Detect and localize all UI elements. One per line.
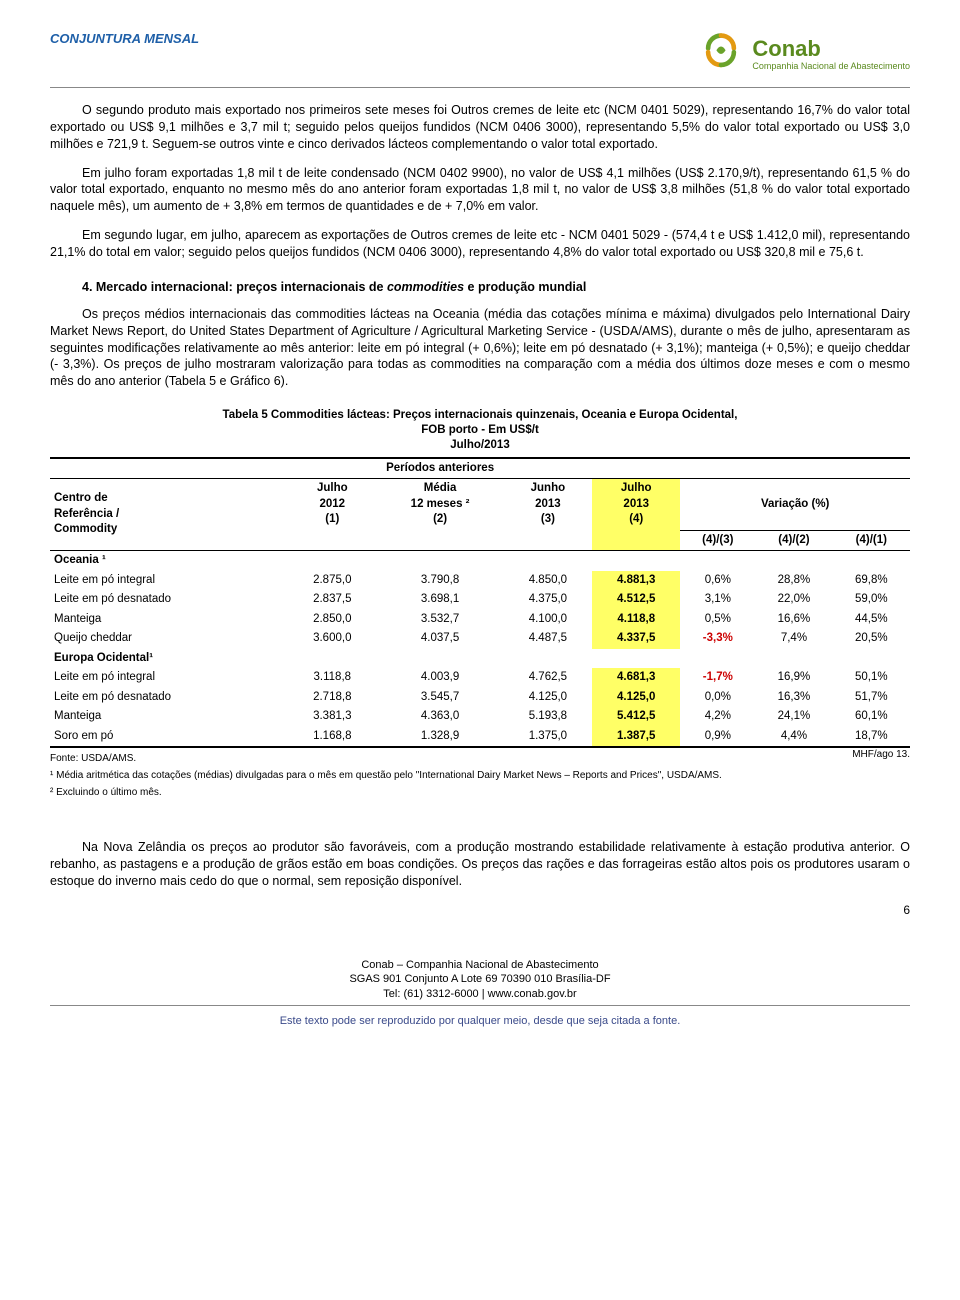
page-number: 6 <box>50 902 910 918</box>
table-row: Manteiga 3.381,3 4.363,0 5.193,8 5.412,5… <box>50 707 910 727</box>
col-v2: (4)/(2) <box>755 530 832 551</box>
footer-line-1: Conab – Companhia Nacional de Abastecime… <box>50 958 910 972</box>
table-source: Fonte: USDA/AMS. <box>50 752 136 765</box>
col-center: Centro deReferência /Commodity <box>50 479 288 551</box>
logo-text: Conab Companhia Nacional de Abasteciment… <box>752 38 910 72</box>
table-row: Manteiga 2.850,0 3.532,7 4.100,0 4.118,8… <box>50 610 910 630</box>
col-v1: (4)/(3) <box>680 530 755 551</box>
paragraph-1: O segundo produto mais exportado nos pri… <box>50 102 910 153</box>
table-title: Tabela 5 Commodities lácteas: Preços int… <box>50 408 910 453</box>
paragraph-5: Na Nova Zelândia os preços ao produtor s… <box>50 839 910 890</box>
footnote-2: ² Excluindo o último mês. <box>50 786 910 799</box>
table-title-l3: Julho/2013 <box>450 439 509 451</box>
logo-subtitle: Companhia Nacional de Abastecimento <box>752 60 910 72</box>
paragraph-4: Os preços médios internacionais das comm… <box>50 306 910 390</box>
table-title-l2: FOB porto - Em US$/t <box>421 424 539 436</box>
table-row: Leite em pó desnatado 2.837,5 3.698,1 4.… <box>50 590 910 610</box>
page-container: CONJUNTURA MENSAL Conab Companhia Nacion… <box>0 0 960 1049</box>
table-source-row: Fonte: USDA/AMS. MHF/ago 13. <box>50 748 910 765</box>
logo: Conab Companhia Nacional de Abasteciment… <box>698 30 910 81</box>
footer-line-2: SGAS 901 Conjunto A Lote 69 70390 010 Br… <box>50 972 910 986</box>
heading-text-a: 4. Mercado internacional: preços interna… <box>82 280 387 294</box>
section-heading-4: 4. Mercado internacional: preços interna… <box>50 279 910 296</box>
data-table: Períodos anteriores Centro deReferência … <box>50 457 910 748</box>
footer: Conab – Companhia Nacional de Abastecime… <box>50 958 910 1001</box>
table-title-l1: Tabela 5 Commodities lácteas: Preços int… <box>223 409 738 421</box>
paragraph-3: Em segundo lugar, em julho, aparecem as … <box>50 227 910 261</box>
reproduce-notice: Este texto pode ser reproduzido por qual… <box>50 1014 910 1029</box>
table-author: MHF/ago 13. <box>852 748 910 765</box>
footer-divider <box>50 1005 910 1006</box>
col-variation: Variação (%) <box>680 479 910 530</box>
footnote-1: ¹ Média aritmética das cotações (médias)… <box>50 769 910 782</box>
col-jun13: Junho2013(3) <box>504 479 592 530</box>
group-oceania: Oceania ¹ <box>50 551 910 571</box>
table-row: Leite em pó desnatado 2.718,8 3.545,7 4.… <box>50 688 910 708</box>
footer-line-3: Tel: (61) 3312-6000 | www.conab.gov.br <box>50 987 910 1001</box>
col-v3: (4)/(1) <box>833 530 910 551</box>
table-row: Queijo cheddar 3.600,0 4.037,5 4.487,5 4… <box>50 629 910 649</box>
col-jul12: Julho2012(1) <box>288 479 376 530</box>
conab-logo-icon <box>698 30 744 81</box>
heading-text-b: commodities <box>387 280 468 294</box>
paragraph-2: Em julho foram exportadas 1,8 mil t de l… <box>50 165 910 216</box>
heading-text-c: e produção mundial <box>468 280 587 294</box>
col-media: Média12 meses ²(2) <box>376 479 503 530</box>
header: CONJUNTURA MENSAL Conab Companhia Nacion… <box>50 30 910 81</box>
table-row: Leite em pó integral 3.118,8 4.003,9 4.7… <box>50 668 910 688</box>
section-label: CONJUNTURA MENSAL <box>50 30 199 48</box>
group-europe: Europa Ocidental¹ <box>50 649 910 669</box>
logo-title: Conab <box>752 38 910 60</box>
header-divider <box>50 87 910 88</box>
table-5: Tabela 5 Commodities lácteas: Preços int… <box>50 408 910 799</box>
table-row: Leite em pó integral 2.875,0 3.790,8 4.8… <box>50 571 910 591</box>
col-jul13: Julho2013(4) <box>592 479 680 530</box>
table-row: Soro em pó 1.168,8 1.328,9 1.375,0 1.387… <box>50 727 910 748</box>
col-periods: Períodos anteriores <box>288 458 592 479</box>
